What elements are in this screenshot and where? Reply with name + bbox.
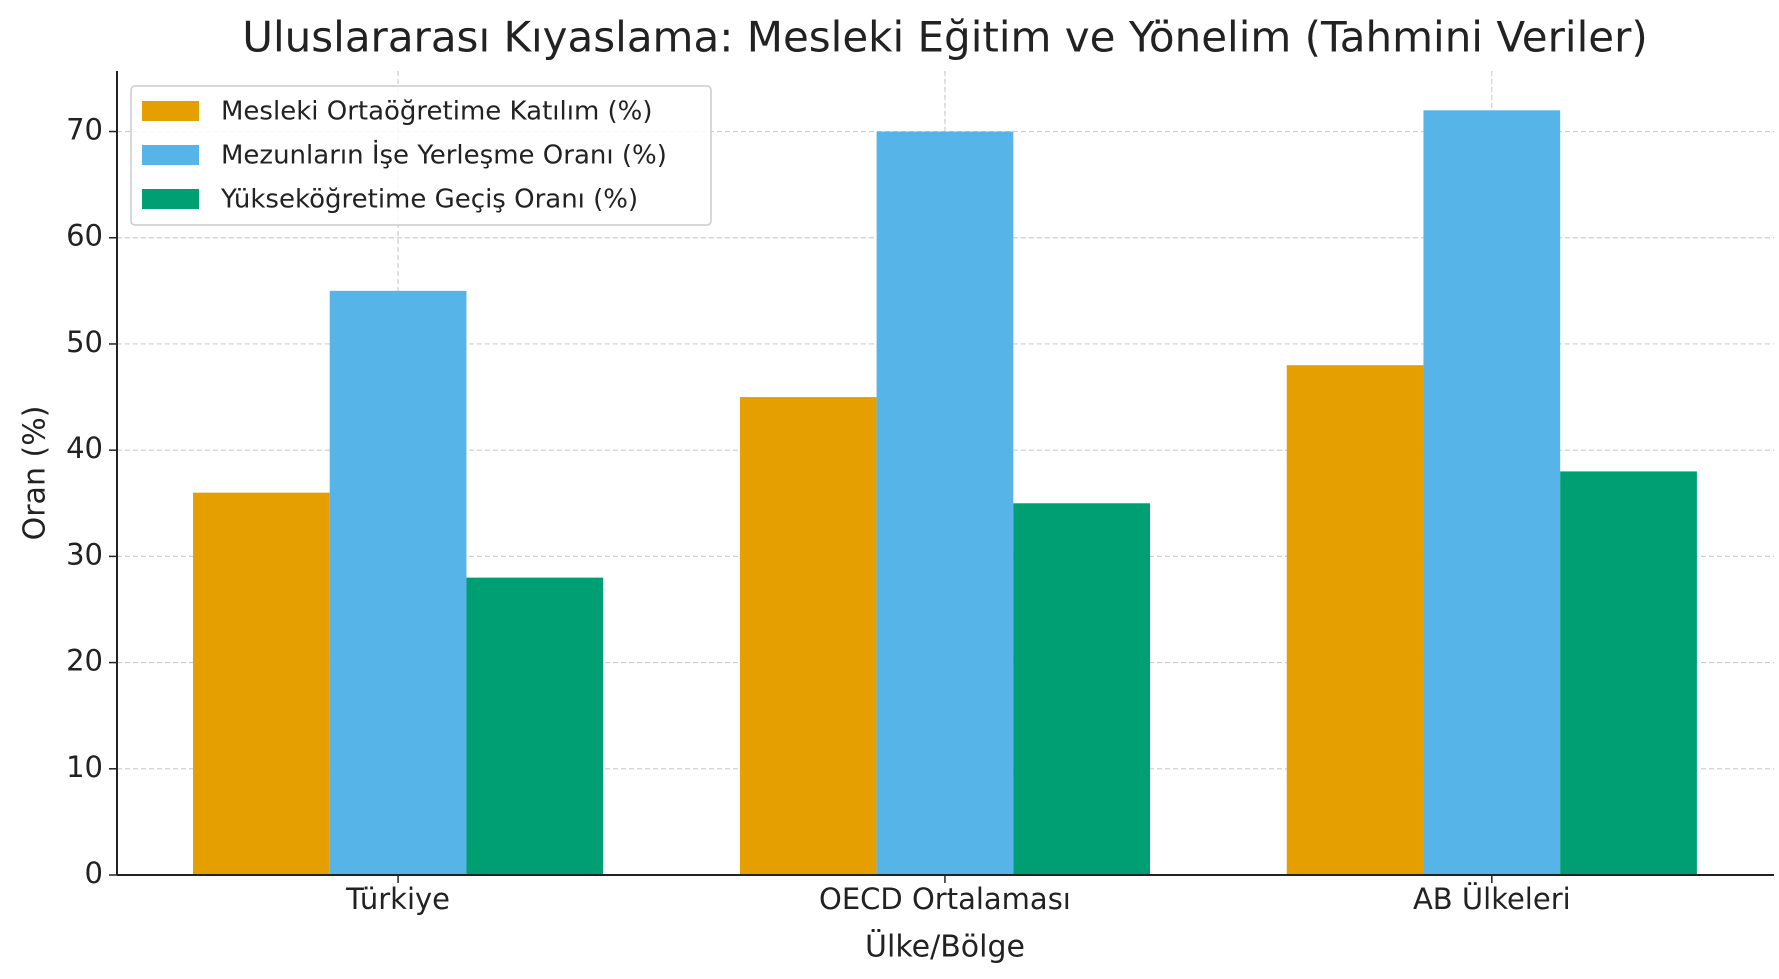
legend-swatch xyxy=(142,189,199,209)
y-tick-label: 40 xyxy=(66,431,103,465)
bar xyxy=(329,290,467,875)
y-tick-label: 60 xyxy=(66,219,103,253)
bar xyxy=(466,577,604,875)
legend-swatch xyxy=(142,145,199,165)
legend-label: Yükseköğretime Geçiş Oranı (%) xyxy=(220,185,638,215)
y-tick-label: 20 xyxy=(66,644,103,678)
bar xyxy=(193,492,330,875)
x-tick-label: OECD Ortalaması xyxy=(819,882,1071,916)
bar xyxy=(739,397,877,875)
y-tick-label: 10 xyxy=(66,750,103,784)
bar xyxy=(1013,503,1151,875)
x-tick-label: AB Ülkeleri xyxy=(1413,882,1571,916)
x-tick-label: Türkiye xyxy=(345,882,450,916)
y-tick-label: 50 xyxy=(66,325,103,359)
bar xyxy=(1560,471,1697,875)
bar xyxy=(876,131,1014,876)
y-axis-label: Oran (%) xyxy=(18,406,53,541)
bar xyxy=(1423,110,1561,875)
y-tick-label: 30 xyxy=(66,537,103,571)
bar xyxy=(1286,365,1424,875)
legend-label: Mezunların İşe Yerleşme Oranı (%) xyxy=(221,139,667,171)
y-tick-label: 0 xyxy=(85,856,103,890)
x-axis-label: Ülke/Bölge xyxy=(865,929,1025,965)
y-tick-label: 70 xyxy=(66,113,103,147)
legend-label: Mesleki Ortaöğretime Katılım (%) xyxy=(221,97,653,127)
legend-box xyxy=(130,85,712,226)
legend-swatch xyxy=(142,101,199,121)
chart-title: Uluslararası Kıyaslama: Mesleki Eğitim v… xyxy=(242,13,1648,62)
